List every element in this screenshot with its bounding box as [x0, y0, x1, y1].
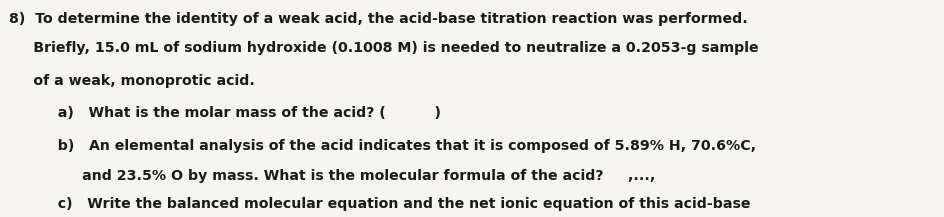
Text: and 23.5% O by mass. What is the molecular formula of the acid?     ,...,: and 23.5% O by mass. What is the molecul… — [9, 169, 655, 183]
Text: c)   Write the balanced molecular equation and the net ionic equation of this ac: c) Write the balanced molecular equation… — [9, 197, 750, 212]
Text: Briefly, 15.0 mL of sodium hydroxide (0.1008 M) is needed to neutralize a 0.2053: Briefly, 15.0 mL of sodium hydroxide (0.… — [9, 41, 758, 55]
Text: a)   What is the molar mass of the acid? (          ): a) What is the molar mass of the acid? (… — [9, 106, 441, 120]
Text: b)   An elemental analysis of the acid indicates that it is composed of 5.89% H,: b) An elemental analysis of the acid ind… — [9, 139, 756, 153]
Text: 8)  To determine the identity of a weak acid, the acid-base titration reaction w: 8) To determine the identity of a weak a… — [9, 12, 748, 26]
Text: of a weak, monoprotic acid.: of a weak, monoprotic acid. — [9, 74, 255, 88]
